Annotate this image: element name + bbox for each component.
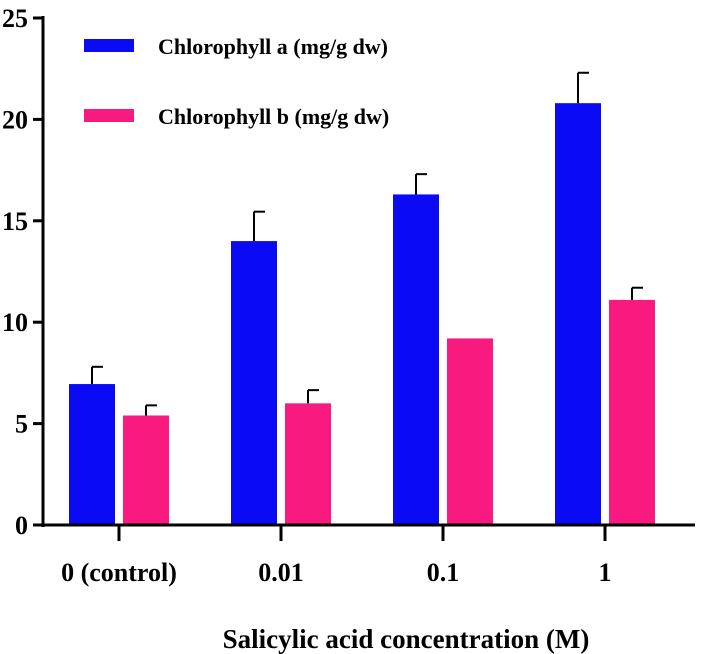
y-tick-label: 0 [15,511,28,540]
legend-label-0: Chlorophyll a (mg/g dw) [158,34,388,59]
x-tick-label: 1 [599,558,612,587]
y-tick-label: 15 [2,207,28,236]
y-tick-label: 25 [2,4,28,33]
x-tick-label: 0.01 [258,558,304,587]
legend-swatch-0 [84,39,134,52]
bar-s0-1 [231,241,277,525]
x-tick-label: 0.1 [427,558,460,587]
bar-s1-0 [123,415,169,525]
bar-s0-2 [393,194,439,525]
bars-layer [69,71,655,526]
bar-s1-2 [447,338,493,525]
bar-s1-3 [609,299,655,525]
axes-layer: 0 5 10 15 20 25 0 (control) 0.01 0.1 1 [2,4,695,587]
x-tick-label: 0 (control) [61,558,177,587]
bar-s0-0 [69,384,115,525]
bar-s0-3 [555,103,601,526]
legend-swatch-1 [84,109,134,122]
y-tick-label: 20 [2,105,28,134]
legend: Chlorophyll a (mg/g dw) Chlorophyll b (mg… [84,34,389,129]
x-axis-title: Salicylic acid concentration (M) [223,624,590,654]
bar-s1-1 [285,403,331,525]
y-tick-label: 10 [2,308,28,337]
legend-label-1: Chlorophyll b (mg/g dw) [158,104,389,129]
y-tick-label: 5 [15,410,28,439]
